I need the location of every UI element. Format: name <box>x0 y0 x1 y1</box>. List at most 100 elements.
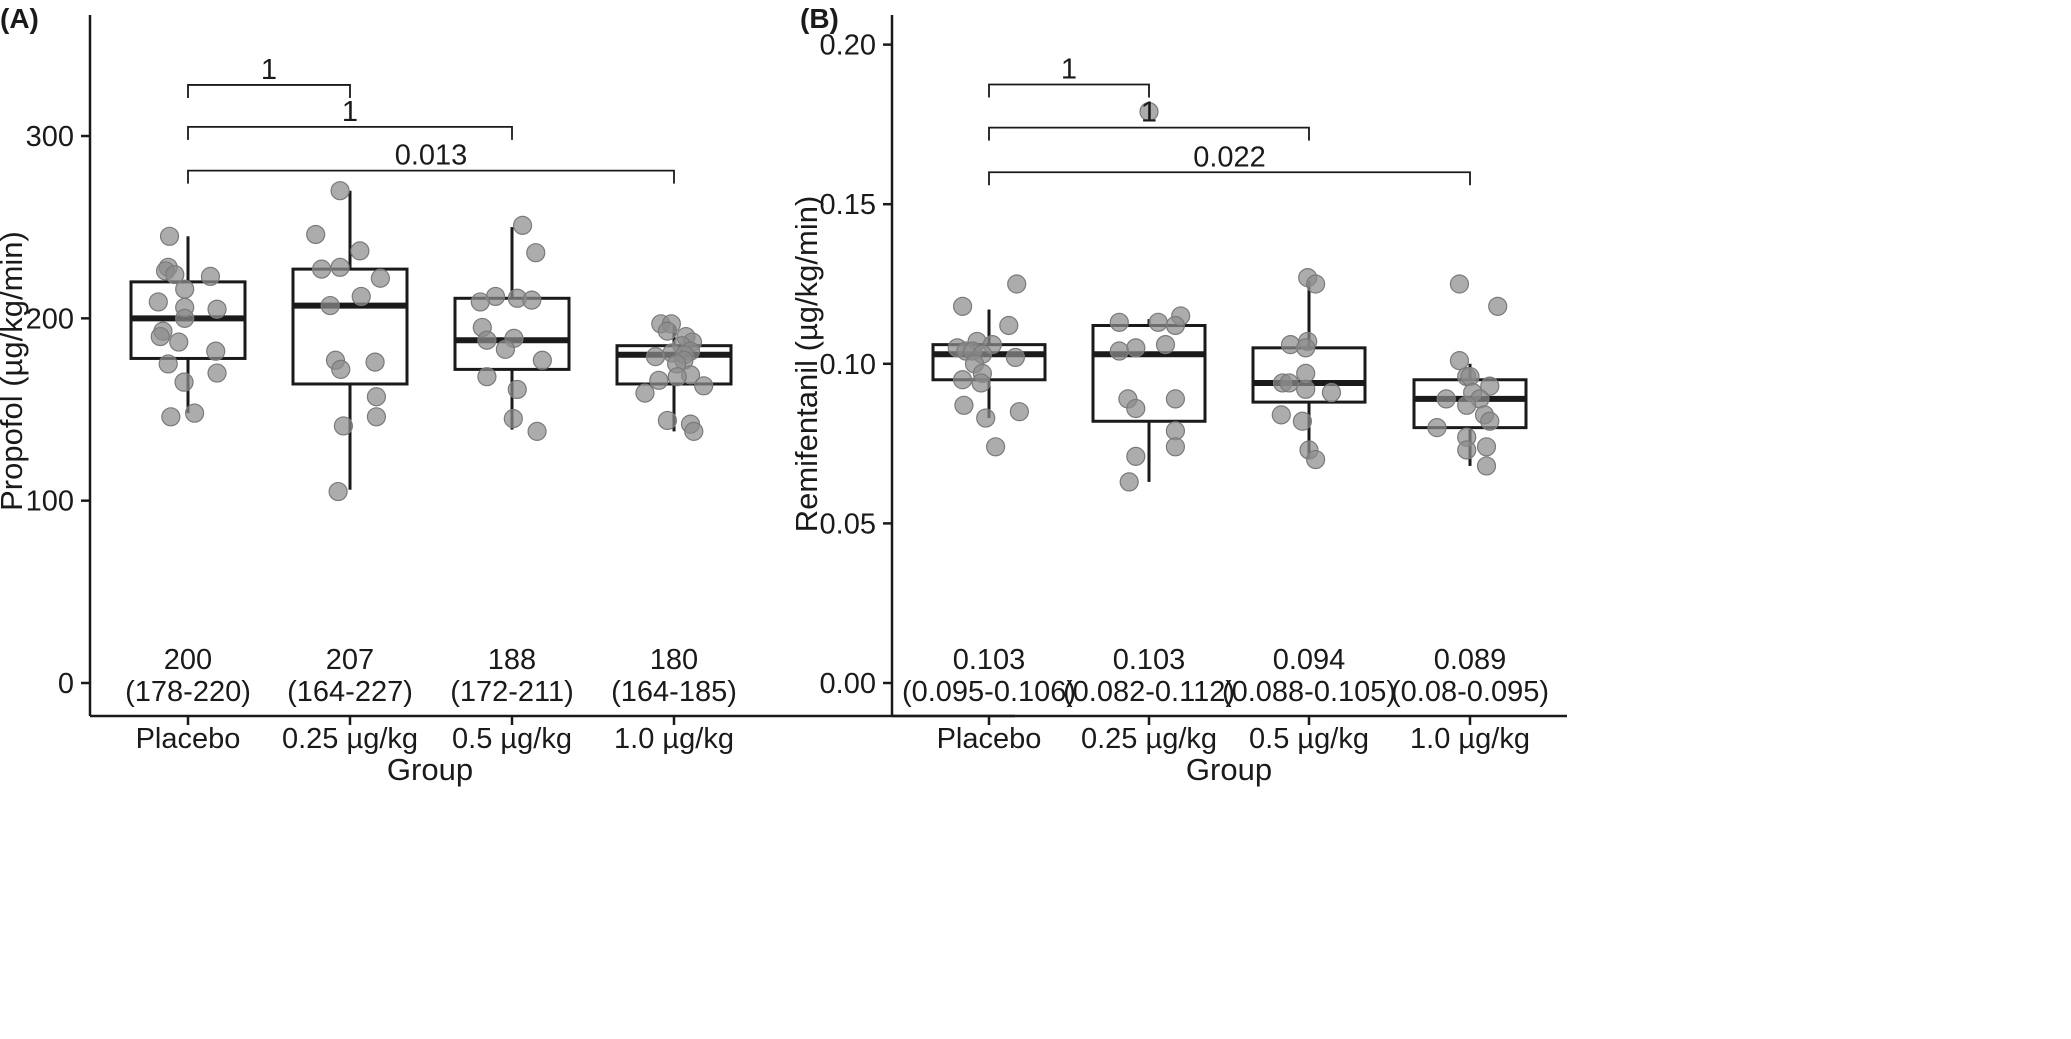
data-point <box>365 352 385 372</box>
data-point <box>985 437 1006 457</box>
data-point <box>999 315 1019 336</box>
box-group <box>1412 274 1528 476</box>
box-group <box>1091 102 1207 492</box>
panel-label: (A) <box>0 3 39 34</box>
y-tick-label: 0.20 <box>820 30 876 62</box>
data-point <box>1480 411 1500 431</box>
data-point <box>148 292 168 312</box>
data-point <box>952 296 973 316</box>
data-point <box>507 379 527 400</box>
data-point <box>1460 366 1480 387</box>
data-point <box>1296 379 1316 399</box>
data-point <box>1480 376 1500 396</box>
y-tick-label: 0.15 <box>820 189 876 221</box>
panel-a: (A) 0 100 200 300 Placebo 0.25 µg/kg 0.5 µg/kg 1… <box>0 3 1015 787</box>
data-point <box>306 224 326 245</box>
median-label: 0.103 <box>953 644 1026 676</box>
iqr-label: (0.088-0.105) <box>1222 676 1396 708</box>
data-point <box>684 421 704 441</box>
x-axis-title: Group <box>1186 752 1272 787</box>
data-point <box>1165 315 1186 336</box>
data-point <box>527 421 547 441</box>
y-tick-label: 0.00 <box>820 668 876 700</box>
data-point <box>169 332 189 352</box>
data-point <box>1139 102 1159 122</box>
data-point <box>657 410 678 431</box>
data-point <box>1279 373 1299 393</box>
data-point <box>477 330 497 350</box>
data-point <box>366 387 386 407</box>
data-point <box>952 370 973 390</box>
data-point <box>667 367 687 387</box>
iqr-label: (0.08-0.095) <box>1391 676 1549 708</box>
data-point <box>1009 402 1029 422</box>
p-value-label: 1 <box>261 54 277 86</box>
y-tick-label: 0.05 <box>820 508 876 540</box>
data-point <box>532 350 552 370</box>
data-point <box>207 363 227 383</box>
data-point <box>351 286 371 307</box>
data-point <box>1449 274 1470 294</box>
data-point <box>645 347 666 367</box>
data-point <box>649 370 669 390</box>
comparison-bracket <box>187 125 513 140</box>
data-point <box>331 359 351 379</box>
data-point <box>330 181 350 201</box>
median-label: 180 <box>650 644 698 676</box>
data-point <box>1427 418 1447 438</box>
data-point <box>954 395 974 415</box>
data-point <box>328 481 348 502</box>
data-point <box>1488 296 1508 316</box>
x-tick-label: 0.25 µg/kg <box>1081 723 1217 755</box>
data-point <box>159 226 180 246</box>
iqr-label: (164-227) <box>287 676 413 708</box>
data-point <box>1292 411 1313 431</box>
data-point <box>175 279 195 299</box>
data-point <box>158 354 178 374</box>
data-point <box>1476 456 1497 476</box>
box-group <box>129 226 247 427</box>
p-value-label: 1 <box>342 96 358 128</box>
data-point <box>971 373 991 393</box>
data-point <box>1005 347 1026 368</box>
iqr-box <box>1091 323 1207 423</box>
data-point <box>522 290 542 310</box>
comparison-bracket <box>187 169 675 184</box>
data-point <box>333 416 353 436</box>
x-tick-label: 1.0 µg/kg <box>614 723 734 755</box>
iqr-label: (172-211) <box>450 676 574 708</box>
data-point <box>174 372 194 392</box>
data-point <box>175 308 195 328</box>
box-group <box>931 274 1047 457</box>
iqr-label: (0.095-0.106) <box>902 676 1076 708</box>
data-point <box>1457 395 1477 415</box>
data-point <box>1126 446 1146 466</box>
data-point <box>150 326 170 347</box>
data-point <box>512 215 533 235</box>
median-label: 0.103 <box>1113 644 1186 676</box>
x-tick-label: 0.5 µg/kg <box>1249 723 1369 755</box>
data-point <box>330 257 350 277</box>
data-point <box>1165 437 1186 457</box>
iqr-label: (0.082-0.112) <box>1063 676 1235 708</box>
x-tick-label: 1.0 µg/kg <box>1410 723 1530 755</box>
box-group <box>291 181 409 502</box>
x-tick-label: 0.5 µg/kg <box>452 723 572 755</box>
y-tick-label: 200 <box>26 303 74 335</box>
data-point <box>1109 341 1129 361</box>
data-point <box>185 403 205 423</box>
p-value-label: 0.022 <box>1193 141 1266 173</box>
iqr-box <box>291 267 409 386</box>
data-point <box>694 376 714 396</box>
data-point <box>1305 449 1326 470</box>
data-point <box>1271 405 1291 425</box>
y-axis-title: Remifentanil (µg/kg/min) <box>789 196 824 533</box>
data-point <box>207 299 227 319</box>
data-point <box>495 339 515 359</box>
data-point <box>1126 338 1146 358</box>
median-label: 188 <box>488 644 536 676</box>
data-point <box>1296 338 1316 358</box>
y-tick-label: 0 <box>58 668 74 700</box>
box-group <box>1251 268 1367 470</box>
